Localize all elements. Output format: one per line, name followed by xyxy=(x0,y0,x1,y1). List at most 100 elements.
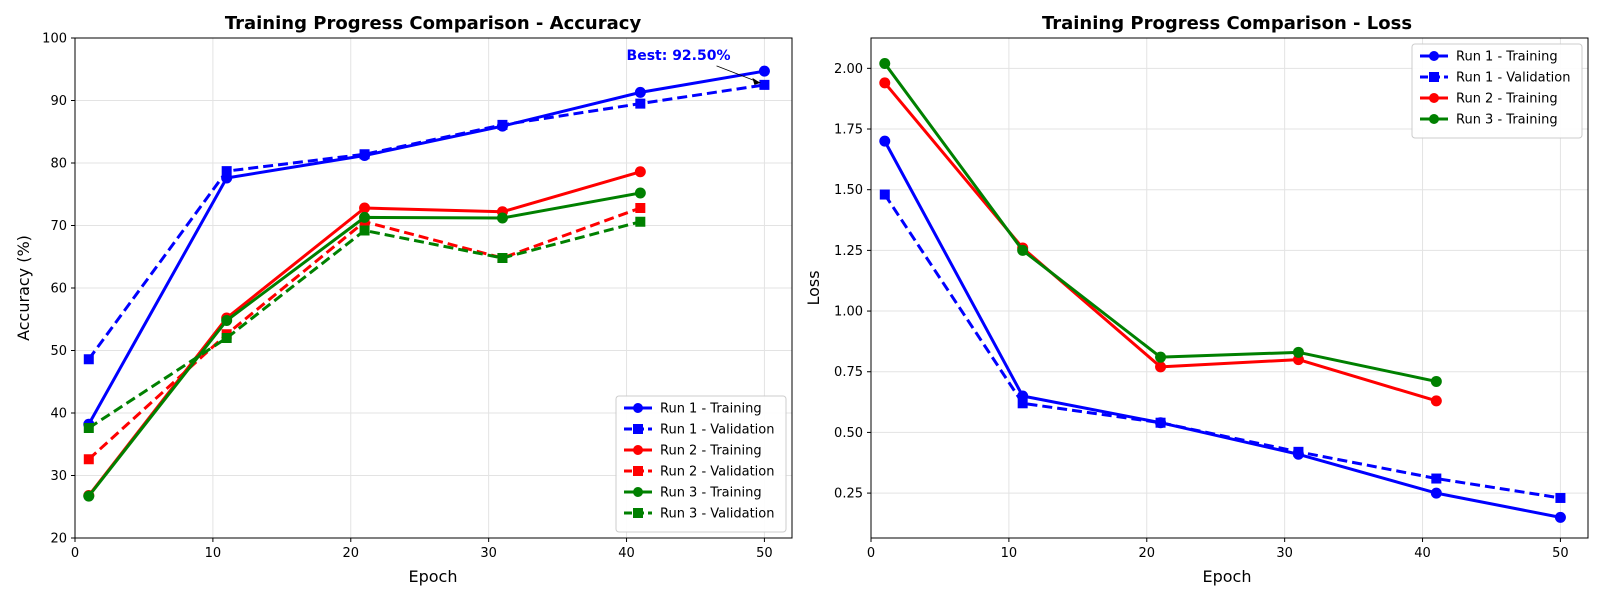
data-point-marker xyxy=(221,333,232,343)
y-tick-label: 100 xyxy=(42,32,67,47)
series-line xyxy=(883,140,1561,519)
legend-box xyxy=(615,395,787,533)
legend-marker xyxy=(1429,93,1439,103)
annotation-arrow-head xyxy=(752,77,761,85)
legend-label: Run 3 - Validation xyxy=(660,507,774,522)
x-tick-label: 0 xyxy=(867,546,875,561)
data-point-marker xyxy=(359,149,370,160)
y-tick-label: 60 xyxy=(50,282,67,297)
legend: Run 1 - Training Run 1 - Validation Run 2 … xyxy=(1411,43,1583,139)
y-tick-label: 2.00 xyxy=(834,62,863,77)
legend-marker xyxy=(633,445,643,455)
data-point-marker xyxy=(879,77,891,89)
legend-marker xyxy=(633,424,643,434)
data-point-marker xyxy=(879,135,891,147)
x-tick-label: 0 xyxy=(71,546,79,561)
x-tick-label: 50 xyxy=(756,546,773,561)
series-line xyxy=(87,83,765,361)
data-point-marker xyxy=(221,315,233,326)
y-tick-label: 20 xyxy=(50,532,67,547)
series-run-2-training xyxy=(879,77,1442,407)
data-point-marker xyxy=(634,187,646,199)
data-point-marker xyxy=(83,490,95,502)
series-line xyxy=(883,62,1437,383)
chart-title: Training Progress Comparison - Accuracy xyxy=(225,13,642,34)
data-point-marker xyxy=(759,79,770,90)
legend-label: Run 1 - Validation xyxy=(1456,71,1570,86)
x-tick-label: 20 xyxy=(342,546,359,561)
y-axis-label: Loss xyxy=(804,270,823,305)
legend-label: Run 3 - Training xyxy=(660,486,762,501)
data-point-marker xyxy=(634,166,646,178)
chart-title: Training Progress Comparison - Loss xyxy=(1042,13,1412,34)
data-point-marker xyxy=(1292,346,1304,358)
y-tick-label: 0.25 xyxy=(834,487,863,502)
x-axis-label: Epoch xyxy=(1203,567,1252,586)
data-point-marker xyxy=(1430,375,1442,387)
data-point-marker xyxy=(497,253,508,263)
series-run-1-training xyxy=(83,65,770,430)
y-tick-label: 1.75 xyxy=(834,123,863,138)
x-tick-label: 20 xyxy=(1138,546,1155,561)
y-tick-label: 1.50 xyxy=(834,183,863,198)
legend: Run 1 - Training Run 1 - Validation Run 2 … xyxy=(615,395,787,533)
best-annotation-label: Best: 92.50% xyxy=(627,48,731,64)
y-tick-label: 50 xyxy=(50,344,67,359)
x-axis-label: Epoch xyxy=(409,567,458,586)
data-point-marker xyxy=(635,98,646,109)
legend-label: Run 1 - Training xyxy=(660,402,762,417)
y-axis-label: Accuracy (%) xyxy=(14,235,33,341)
legend-label: Run 1 - Training xyxy=(1456,50,1558,65)
series-line xyxy=(87,69,765,425)
data-point-marker xyxy=(359,211,371,223)
data-point-marker xyxy=(635,216,646,227)
data-point-marker xyxy=(497,119,508,130)
data-point-marker xyxy=(1555,492,1566,503)
legend-marker xyxy=(633,487,643,497)
data-point-marker xyxy=(359,202,371,214)
y-tick-label: 80 xyxy=(50,157,67,172)
data-point-marker xyxy=(758,65,770,77)
x-tick-label: 10 xyxy=(205,546,222,561)
legend-marker xyxy=(1429,114,1439,124)
y-tick-label: 90 xyxy=(50,94,67,109)
legend-label: Run 1 - Validation xyxy=(660,423,774,438)
series-run-3-validation xyxy=(83,216,646,433)
data-point-marker xyxy=(83,354,94,365)
series-run-3-training xyxy=(83,187,646,502)
x-tick-label: 40 xyxy=(618,546,635,561)
y-tick-label: 1.25 xyxy=(834,244,863,259)
legend-box xyxy=(1411,43,1583,139)
plot-frame xyxy=(870,37,1589,539)
loss-chart-panel: Training Progress Comparison - Loss Epoc… xyxy=(804,13,1589,586)
y-tick-label: 70 xyxy=(50,219,67,234)
data-point-marker xyxy=(1155,361,1167,373)
legend-label: Run 3 - Training xyxy=(1456,113,1558,128)
data-point-marker xyxy=(1431,473,1442,484)
x-tick-label: 30 xyxy=(480,546,497,561)
series-line xyxy=(87,220,641,430)
data-point-marker xyxy=(83,454,94,465)
data-point-marker xyxy=(1155,351,1167,363)
x-tick-label: 10 xyxy=(1001,546,1018,561)
series-run-1-validation xyxy=(83,79,770,365)
y-tick-label: 0.75 xyxy=(834,365,863,380)
series-line xyxy=(87,191,641,498)
data-point-marker xyxy=(879,189,890,200)
y-tick-label: 40 xyxy=(50,407,67,422)
data-point-marker xyxy=(1155,417,1166,428)
data-point-marker xyxy=(221,166,232,177)
plot-frame xyxy=(74,37,793,539)
series-run-1-validation xyxy=(879,189,1566,503)
legend-marker xyxy=(633,403,643,413)
data-point-marker xyxy=(1017,244,1029,256)
data-point-marker xyxy=(496,212,508,224)
data-point-marker xyxy=(83,423,94,433)
legend-label: Run 2 - Training xyxy=(660,444,762,459)
data-point-marker xyxy=(359,225,370,236)
legend-marker xyxy=(633,466,643,476)
data-point-marker xyxy=(879,57,891,69)
data-point-marker xyxy=(1430,487,1442,499)
legend-marker xyxy=(633,508,643,518)
y-tick-label: 30 xyxy=(50,469,67,484)
